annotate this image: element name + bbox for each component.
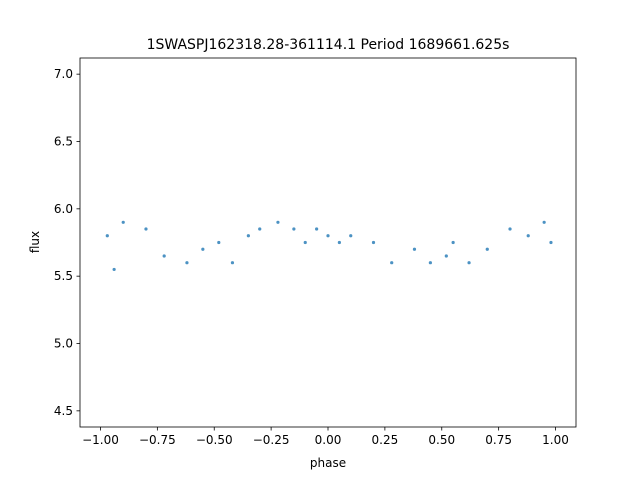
data-point (303, 240, 307, 245)
data-point (444, 254, 448, 258)
x-axis: −1.00 −0.75 −0.50 −0.25 0.00 0.25 0.50 0.75 1.00 (82, 427, 569, 447)
x-tick-label: −0.75 (139, 433, 176, 447)
data-points (105, 220, 553, 272)
data-point (217, 240, 221, 245)
x-tick-label: 0.50 (428, 433, 455, 447)
data-point (542, 220, 546, 224)
data-point (390, 261, 394, 265)
data-point (144, 227, 148, 231)
data-point (292, 227, 296, 231)
data-point (121, 220, 125, 224)
data-point (112, 267, 116, 272)
y-tick-label: 6.5 (54, 134, 73, 148)
x-tick-label: 0.75 (485, 433, 512, 447)
data-point (258, 227, 262, 231)
x-axis-label: phase (310, 456, 346, 470)
x-tick-label: 0.25 (372, 433, 399, 447)
chart-title: 1SWASPJ162318.28-361114.1 Period 1689661… (147, 37, 510, 53)
data-point (526, 234, 530, 238)
y-axis-label: flux (28, 231, 42, 253)
x-tick-label: 0.00 (315, 433, 342, 447)
data-point (326, 234, 330, 238)
y-tick-label: 4.5 (54, 404, 73, 418)
data-point (428, 261, 432, 265)
data-point (371, 240, 376, 245)
data-point (315, 227, 319, 231)
x-tick-label: −1.00 (82, 433, 119, 447)
y-tick-label: 6.0 (54, 202, 73, 216)
y-tick-label: 5.0 (54, 337, 73, 351)
data-point (105, 234, 109, 238)
data-point (276, 220, 280, 224)
data-point (549, 240, 553, 245)
data-point (467, 261, 471, 265)
data-point (508, 227, 512, 231)
data-point (185, 261, 189, 265)
data-point (412, 247, 417, 251)
x-tick-label: −0.25 (253, 433, 290, 447)
y-tick-label: 7.0 (54, 67, 73, 81)
data-point (451, 240, 455, 245)
data-point (246, 234, 250, 238)
data-point (349, 234, 353, 238)
data-point (201, 247, 205, 251)
x-tick-label: 1.00 (542, 433, 569, 447)
y-tick-label: 5.5 (54, 269, 73, 283)
y-axis: 4.5 5.0 5.5 6.0 6.5 7.0 (54, 67, 80, 418)
data-point (337, 240, 341, 245)
data-point (230, 261, 235, 265)
data-point (162, 254, 166, 258)
x-tick-label: −0.50 (196, 433, 233, 447)
data-point (485, 247, 489, 251)
